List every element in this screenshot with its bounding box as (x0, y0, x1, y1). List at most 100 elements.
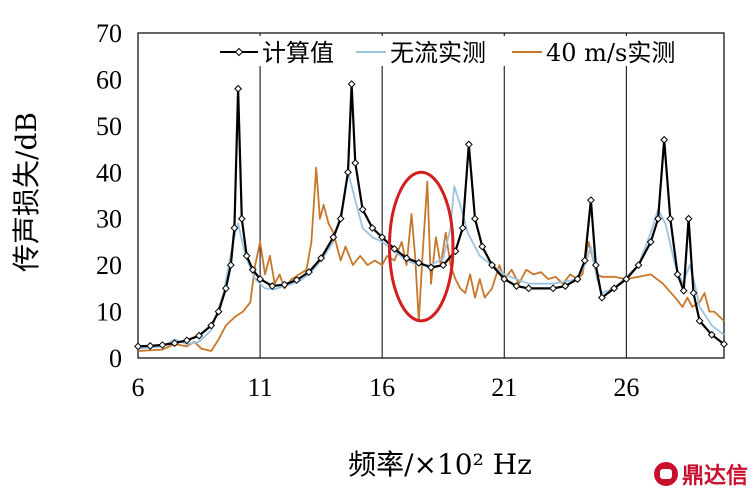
legend-entry-3: 40 m/s实测 (512, 39, 675, 67)
data-point (488, 261, 496, 270)
data-point (684, 214, 693, 223)
data-point (660, 135, 669, 144)
annotation-layer (387, 170, 455, 323)
data-point (471, 214, 479, 223)
y-tick-label: 50 (96, 112, 122, 141)
data-point (317, 254, 326, 263)
data-point (414, 258, 423, 267)
data-point (500, 275, 509, 283)
y-tick-label: 70 (96, 19, 122, 48)
legend-background (214, 36, 718, 66)
data-point (237, 214, 246, 223)
legend-label: 40 m/s实测 (546, 39, 675, 67)
x-tick-label: 26 (613, 373, 639, 402)
vertical-grid (259, 33, 627, 358)
data-point (427, 263, 435, 272)
data-point (549, 284, 557, 293)
data-point (234, 84, 243, 93)
data-point (305, 268, 313, 277)
data-point (512, 282, 521, 290)
x-tick-label: 11 (248, 373, 273, 402)
data-point (695, 316, 704, 325)
data-point (458, 224, 467, 232)
data-point (390, 244, 399, 253)
data-point (221, 284, 230, 293)
data-point (598, 293, 606, 302)
data-point (336, 214, 345, 223)
x-axis-ticks: 6 11 16 21 26 (132, 373, 640, 402)
data-point (170, 339, 179, 348)
series-line (137, 171, 725, 350)
data-point (580, 256, 589, 265)
data-point (292, 276, 301, 284)
legend-label: 计算值 (262, 39, 334, 67)
y-axis-label: 传声损失/dB (10, 112, 43, 272)
series-1 (134, 80, 728, 351)
data-point (439, 261, 448, 270)
highlight-ellipse (387, 170, 455, 323)
data-point (242, 251, 251, 260)
legend-marker (234, 47, 244, 57)
data-point (561, 282, 570, 290)
legend-entry-2: 无流实测 (356, 39, 486, 67)
y-tick-label: 40 (96, 158, 122, 187)
data-point (182, 336, 191, 345)
series-layer (134, 80, 728, 352)
data-point (587, 196, 595, 205)
x-tick-label: 16 (369, 373, 395, 402)
y-tick-label: 60 (96, 65, 122, 94)
logo-icon (653, 462, 678, 486)
legend-entry-1: 计算值 (220, 39, 334, 67)
series-3 (137, 166, 725, 352)
data-point (158, 341, 167, 349)
watermark: 鼎达信 (653, 458, 748, 490)
data-point (591, 261, 600, 270)
data-point (654, 214, 662, 223)
data-point (464, 140, 473, 149)
legend-label: 无流实测 (390, 39, 486, 67)
data-point (134, 342, 142, 351)
x-axis-label: 频率/×10² Hz (348, 448, 532, 481)
y-tick-label: 20 (96, 251, 122, 280)
data-point (378, 233, 387, 242)
data-point (573, 275, 582, 283)
data-point (622, 275, 631, 283)
data-point (248, 265, 257, 274)
data-point (214, 307, 223, 316)
data-point (329, 233, 338, 242)
series-2 (137, 171, 725, 350)
data-point (368, 224, 377, 232)
x-tick-label: 21 (491, 373, 517, 402)
data-point (610, 284, 619, 293)
data-point (720, 340, 728, 348)
y-tick-label: 30 (96, 205, 122, 234)
y-axis-ticks: 0 10 20 30 40 50 60 70 (96, 19, 122, 373)
series-line (137, 83, 725, 348)
data-point (358, 205, 367, 214)
data-point (344, 168, 352, 177)
data-point (347, 80, 356, 88)
watermark-text: 鼎达信 (681, 464, 748, 489)
data-point (280, 280, 289, 289)
x-tick-label: 6 (132, 373, 145, 402)
data-point (673, 270, 682, 279)
y-tick-label: 0 (109, 344, 122, 373)
data-point (707, 330, 716, 339)
data-point (679, 286, 688, 295)
data-point (689, 289, 698, 297)
data-point (146, 342, 155, 350)
data-point (402, 254, 411, 263)
data-point (226, 261, 235, 270)
data-point (351, 159, 360, 167)
data-point (268, 282, 277, 290)
plot-frame (137, 32, 725, 359)
data-point (634, 261, 643, 270)
data-point (207, 321, 216, 330)
data-point (256, 275, 264, 283)
legend: 计算值 无流实测 40 m/s实测 (214, 36, 718, 67)
data-point (646, 238, 655, 246)
data-point (195, 331, 203, 340)
data-point (478, 242, 487, 251)
series-line (137, 166, 725, 352)
